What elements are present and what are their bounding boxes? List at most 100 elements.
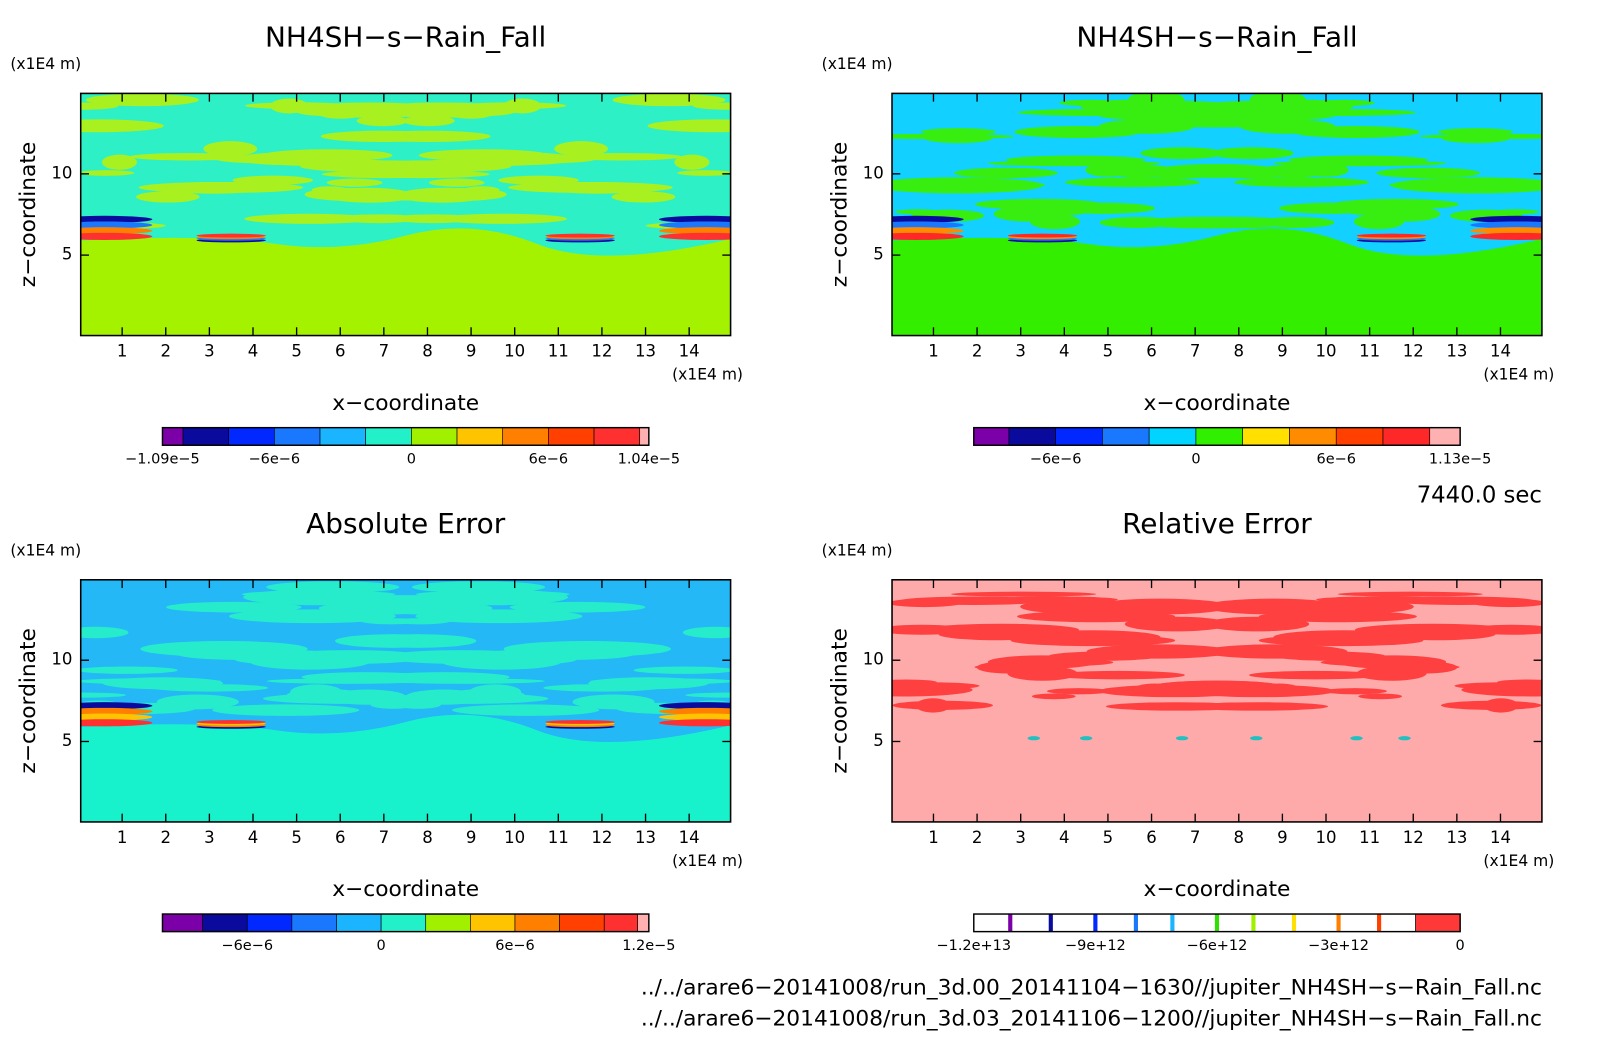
contour-patch <box>80 215 153 223</box>
contour-patch <box>411 581 546 593</box>
contour-patch <box>1047 688 1111 695</box>
x-tick-label: 11 <box>1359 828 1380 847</box>
colorbar-line <box>1008 914 1013 932</box>
contour-patch <box>612 93 726 107</box>
contour-patch <box>1249 93 1306 107</box>
colorbar-tick-label: −6e−6 <box>221 938 273 954</box>
contour-patch <box>290 684 343 700</box>
contour-patch <box>658 719 731 727</box>
contour-patch <box>196 233 266 238</box>
contour-patch <box>80 227 153 235</box>
colorbar-line <box>1214 914 1220 932</box>
x-tick-label: 2 <box>972 342 983 361</box>
contour-patch <box>658 707 731 715</box>
plot-frame <box>891 92 1543 337</box>
colorbar-tick-label: 6e−6 <box>529 452 568 468</box>
contour-patch <box>1059 99 1121 107</box>
contour-patch <box>1086 644 1232 659</box>
colorbar-segment <box>162 427 184 446</box>
y-tick-label: 10 <box>51 650 72 669</box>
colorbar-segment <box>639 427 650 446</box>
colorbar-segment <box>228 427 275 446</box>
field-lower <box>80 228 731 336</box>
x-unit: (x1E4 m) <box>672 852 743 870</box>
contour-patch <box>658 227 731 235</box>
contour-patch <box>1017 610 1176 623</box>
x-tick-label: 8 <box>1234 342 1245 361</box>
x-tick-label: 8 <box>1234 828 1245 847</box>
contour-patch <box>974 663 1065 671</box>
contour-patch <box>398 187 486 203</box>
y-axis-label: z−coordinate <box>16 142 41 287</box>
contour-patch <box>633 666 731 674</box>
x-tick-label: 9 <box>466 342 477 361</box>
colorbar-segment <box>202 913 248 932</box>
colorbar-segment <box>1242 427 1290 446</box>
colorbar-line <box>1251 914 1256 932</box>
contour-patch <box>136 191 200 203</box>
contour-patch <box>588 677 709 690</box>
y-unit: (x1E4 m) <box>10 541 81 559</box>
contour-patch <box>1009 182 1045 188</box>
field-lower <box>892 228 1542 336</box>
x-tick-label: 7 <box>1190 342 1201 361</box>
colorbar-line <box>1048 914 1053 932</box>
x-tick-label: 14 <box>1490 342 1511 361</box>
colorbar-segment <box>1382 427 1431 446</box>
contour-patch <box>545 720 615 724</box>
contour-patch <box>892 598 961 608</box>
contour-patch <box>988 596 1118 603</box>
x-tick-label: 6 <box>1146 828 1157 847</box>
contour-patch <box>366 130 491 143</box>
x-tick-label: 1 <box>117 342 128 361</box>
contour-patch <box>80 666 178 674</box>
colorbar-frame <box>161 426 650 446</box>
contour-patch <box>428 178 485 187</box>
contour-patch <box>1358 693 1403 700</box>
contour-patch <box>80 232 153 240</box>
contour-patch <box>1186 702 1329 711</box>
x-tick-label: 6 <box>335 828 346 847</box>
contour-patch <box>545 233 615 238</box>
colorbar-segment <box>411 427 458 446</box>
x-tick-label: 14 <box>679 828 700 847</box>
plot-frame <box>79 579 732 823</box>
contour-patch <box>437 213 567 224</box>
contour-patch <box>1292 126 1420 139</box>
contour-patch <box>1183 684 1336 698</box>
contour-patch <box>270 98 308 114</box>
contour-patch <box>469 684 522 700</box>
chart-title: Absolute Error <box>306 507 506 540</box>
x-axis-label: x−coordinate <box>332 391 479 416</box>
colorbar-segment <box>182 427 230 446</box>
file-path: ../../arare6−20141008/run_3d.03_20141106… <box>641 1007 1542 1032</box>
contour-patch <box>1313 99 1375 107</box>
contour-field <box>80 93 731 336</box>
contour-patch <box>423 158 554 166</box>
colorbar-line <box>1377 914 1382 932</box>
x-tick-label: 1 <box>928 828 939 847</box>
colorbar-segment <box>1289 427 1337 446</box>
x-unit: (x1E4 m) <box>1483 365 1554 383</box>
contour-patch <box>339 595 507 604</box>
x-tick-label: 8 <box>422 342 433 361</box>
chart-title: NH4SH−s−Rain_Fall <box>1076 21 1357 54</box>
x-tick-label: 6 <box>335 342 346 361</box>
contour-patch <box>232 175 313 185</box>
contour-patch <box>892 624 968 635</box>
x-tick-label: 2 <box>161 342 172 361</box>
contour-patch <box>611 191 676 203</box>
contour-patch <box>203 141 258 157</box>
contour-patch <box>102 677 224 690</box>
x-tick-label: 5 <box>291 828 302 847</box>
contour-patch <box>360 634 477 648</box>
contour-patch <box>1128 93 1185 107</box>
colorbar-segment <box>1429 427 1461 446</box>
contour-patch <box>326 187 413 203</box>
contour-patch <box>80 719 153 727</box>
contour-patch <box>682 626 731 639</box>
contour-patch <box>658 215 731 223</box>
contour-patch <box>258 158 389 166</box>
x-tick-label: 12 <box>1403 828 1424 847</box>
contour-patch <box>892 227 964 235</box>
